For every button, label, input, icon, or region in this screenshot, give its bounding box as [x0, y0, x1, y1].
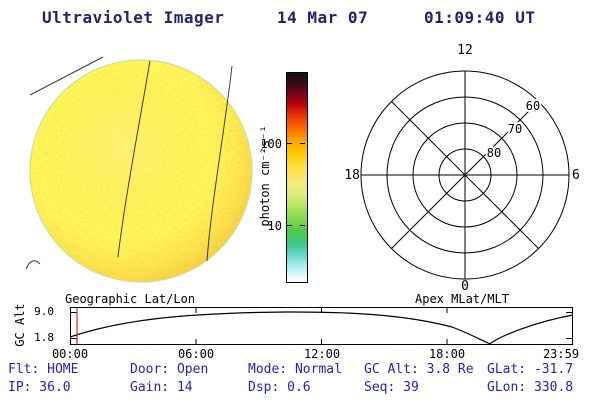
disk-limb	[29, 59, 253, 283]
status-ip: IP: 36.0	[8, 380, 71, 395]
colorbar	[286, 72, 308, 283]
xtick-0600: 06:00	[177, 347, 215, 361]
status-glon: GLon: 330.8	[487, 380, 574, 395]
status-dsp: Dsp: 0.6	[248, 380, 311, 395]
geo-grid-line	[117, 60, 151, 258]
mlt-label-18: 18	[344, 168, 360, 183]
xtick-1200: 12:00	[303, 347, 341, 361]
status-glat: GLat: -31.7	[487, 362, 574, 377]
geo-grid-line	[206, 65, 233, 262]
ytick-1.8: 1.8	[34, 331, 54, 344]
uv-disk	[30, 60, 252, 282]
colorbar-tick-100: 100	[260, 137, 282, 151]
status-door: Door: Open	[130, 362, 209, 377]
status-mode: Mode: Normal	[248, 362, 342, 377]
colorbar-tick-mark	[300, 225, 305, 226]
time-display: 01:09:40 UT	[424, 8, 536, 27]
mlt-label-12: 12	[457, 43, 473, 58]
geo-grid-line	[29, 56, 104, 96]
axis-ticks	[70, 307, 573, 345]
uv-image	[25, 56, 253, 283]
mlt-label-6: 6	[572, 168, 580, 183]
left-panel-title: Geographic Lat/Lon	[65, 292, 196, 306]
gc-alt-plot	[69, 307, 574, 345]
ring-label-70: 70	[508, 122, 522, 136]
polar-grid-lines	[360, 70, 570, 280]
colorbar-tick-mark	[287, 225, 292, 226]
polar-grid-plot: 12 18 6 0 60 70 80	[344, 43, 580, 294]
y-axis-label: GC Alt	[13, 303, 27, 347]
colorbar-tick-mark	[287, 143, 292, 144]
orbit-altitude-curve	[69, 311, 574, 345]
colorbar-tick-mark	[300, 143, 305, 144]
ring-label-60: 60	[526, 99, 540, 113]
status-gain: Gain: 14	[130, 380, 193, 395]
date-display: 14 Mar 07	[277, 8, 369, 27]
geo-grid-line	[25, 260, 41, 270]
colorbar-tick-10: 10	[267, 219, 282, 233]
right-panel-title: Apex MLat/MLT	[415, 292, 509, 306]
mlt-label-0: 0	[461, 279, 469, 294]
ytick-9.0: 9.0	[34, 305, 54, 318]
ring-label-80: 80	[487, 146, 501, 160]
xtick-2359: 23:59	[542, 347, 580, 361]
status-gc-alt: GC Alt: 3.8 Re	[364, 362, 474, 377]
status-flt: Flt: HOME	[8, 362, 79, 377]
app-title: Ultraviolet Imager	[42, 8, 225, 27]
xtick-1800: 18:00	[428, 347, 466, 361]
status-seq: Seq: 39	[364, 380, 419, 395]
xtick-0000: 00:00	[51, 347, 89, 361]
